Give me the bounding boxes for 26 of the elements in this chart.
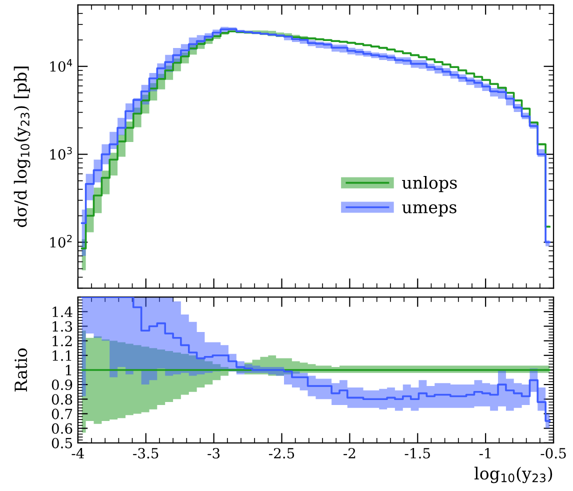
x-tick-label: -1	[479, 448, 490, 458]
y-tick-label: 1	[66, 364, 72, 376]
y-tick-label: 0.6	[52, 423, 72, 434]
y-tick-label: 0.8	[52, 394, 72, 405]
y-axis-title: dσ/d log$_{10}$(y$_{23}$) [pb]	[14, 66, 30, 228]
y-tick-label: 1.3	[52, 321, 72, 332]
legend-label: umeps	[402, 204, 456, 217]
y-tick-label: 1.4	[52, 306, 72, 318]
x-tick-label: -2	[344, 448, 356, 458]
x-tick-label: -0.5	[540, 448, 566, 458]
y-tick-label: 10$^{2}$	[50, 234, 72, 248]
x-tick-label: -4	[72, 448, 84, 458]
x-axis-title: log$_{10}$(y$_{23}$)	[474, 466, 552, 484]
x-tick-label: -1.5	[404, 448, 430, 458]
x-tick-label: -3.5	[133, 448, 158, 458]
legend-label: unlops	[402, 176, 457, 192]
y-tick-label: 0.7	[52, 408, 72, 420]
y-tick-label: 1.2	[52, 336, 72, 346]
y-tick-label: 0.5	[52, 438, 72, 448]
x-tick-label: -3	[208, 448, 220, 458]
y-tick-label: 10$^{4}$	[50, 59, 72, 72]
x-tick-label: -2.5	[268, 448, 294, 458]
y-axis-title: Ratio	[14, 348, 28, 392]
y-tick-label: 10$^{3}$	[50, 146, 72, 160]
y-tick-label: 1.1	[52, 350, 72, 361]
y-tick-label: 0.9	[52, 380, 72, 390]
